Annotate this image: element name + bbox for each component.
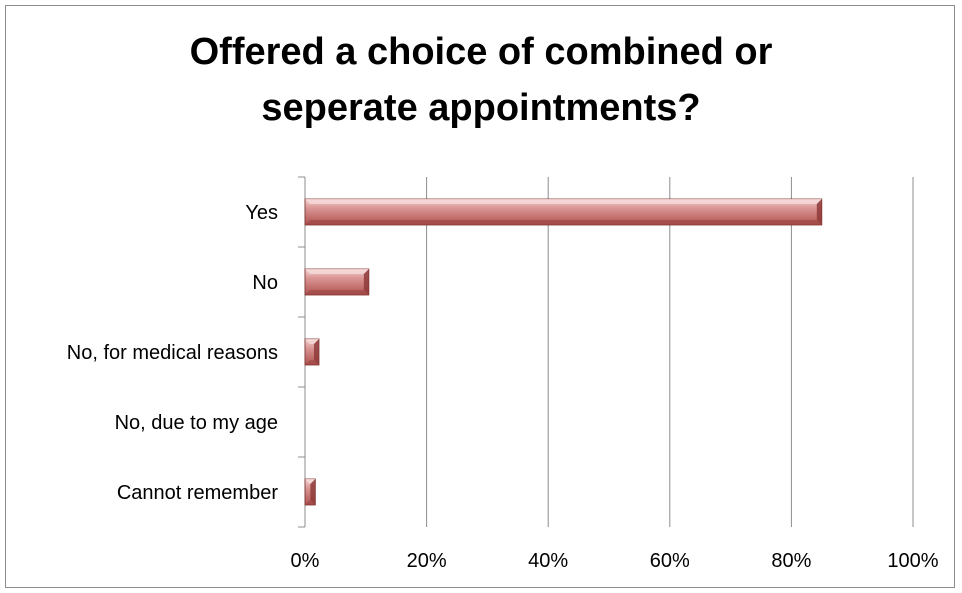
x-tick-label: 100% [887,550,938,572]
bar-bevel-top [305,199,822,204]
category-label: Yes [245,202,278,224]
bar-bevel-end [313,339,319,365]
x-tick-label: 80% [771,550,811,572]
category-label: No [252,272,278,294]
labels: 0% 20% 40% 60% 80% 100% Yes No No, for medical r… [67,202,939,572]
bar-bevel-end [310,479,316,505]
bar-bevel-end [363,269,369,295]
bars [304,198,823,506]
bar-bevel-bottom [305,290,369,295]
gridlines [426,177,914,527]
x-tick-label: 20% [407,550,447,572]
x-tick-label: 0% [291,550,320,572]
bar [304,198,823,226]
bar-bevel-bottom [305,360,319,365]
chart-frame [5,5,955,588]
bar-bevel-top [305,479,316,484]
x-tick-label: 40% [528,550,568,572]
category-label: No, due to my age [115,412,278,434]
chart-title-line-2: seperate appointments? [261,87,701,129]
chart-title: Offered a choice of combined or seperate… [0,24,962,136]
bar-bevel-end [816,199,822,225]
bar-bevel-bottom [305,220,822,225]
axes [298,176,306,528]
bar-bevel-bottom [305,500,316,505]
bar-bevel-top [305,269,369,274]
bar [304,478,316,506]
category-label: No, for medical reasons [67,342,278,364]
bar-bevel-top [305,339,319,344]
category-label: Cannot remember [117,482,279,504]
x-tick-label: 60% [650,550,690,572]
chart-title-line-1: Offered a choice of combined or [189,31,773,73]
bar [304,268,370,296]
bar [304,338,320,366]
